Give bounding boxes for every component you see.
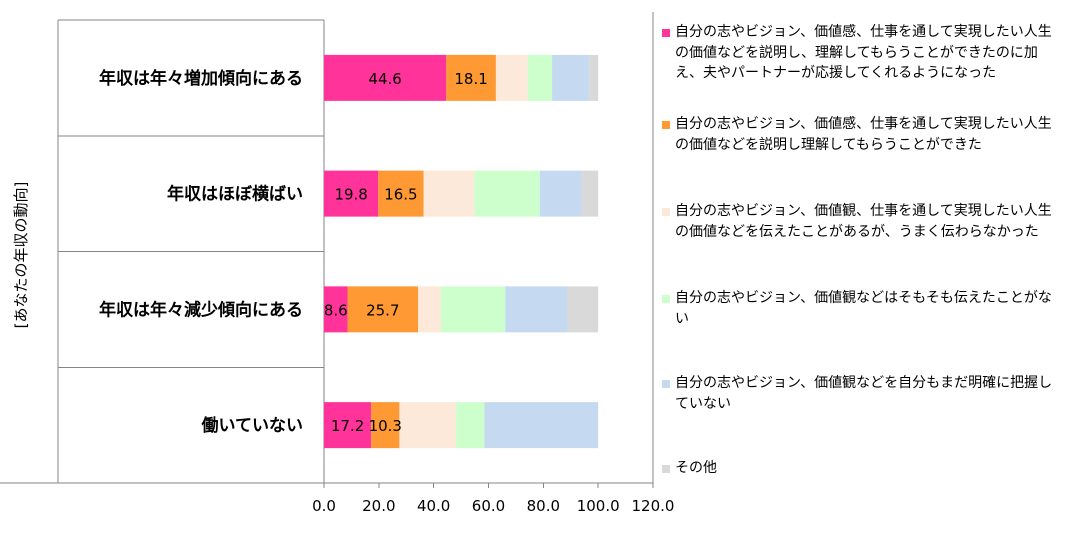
bar-segment [371,402,400,449]
x-tick-label: 60.0 [472,497,505,515]
data-label: 18.1 [454,70,487,88]
legend-item: 自分の志やビジョン、価値観などはそもそも伝えたことがない [662,288,1057,329]
bar-segment [581,170,599,217]
bar-segment [539,170,582,217]
x-tick-label: 40.0 [417,497,450,515]
bar-segment [399,402,457,449]
data-label: 16.5 [384,186,417,204]
bar-segment [484,402,599,449]
x-tick-label: 80.0 [527,497,560,515]
bar-segment [474,170,540,217]
legend-label: 自分の志やビジョン、価値感、仕事を通して実現したい人生の価値などを説明し、理解し… [675,24,1052,81]
x-tick-label: 120.0 [632,497,675,515]
legend-swatch [662,380,670,388]
legend-item: 自分の志やビジョン、価値観などを自分もまだ明確に把握していない [662,373,1057,414]
data-label: 19.8 [334,186,367,204]
bar-segment [347,286,419,333]
y-axis-title: [あなたの年収の動向] [12,182,30,329]
category-label: 年収は年々増加傾向にある [99,68,303,89]
legend-item: その他 [662,458,1057,479]
bar-segment [423,170,475,217]
bar-labels-layer: 44.6 18.1 19.8 16.5 8.6 25.7 17.2 10.3 [324,70,488,435]
bar-segment [446,54,496,101]
bar-segment [324,402,372,449]
legend-swatch [662,295,670,303]
bar-segment [588,54,599,101]
bar-segment [418,286,442,333]
data-label: 17.2 [331,417,364,435]
category-label: 働いていない [201,415,304,436]
category-label: 年収はほぼ横ばい [167,184,303,205]
bar-segment [495,54,528,101]
bar-segment [324,54,447,101]
legend-label: 自分の志やビジョン、価値感、仕事を通して実現したい人生の価値などを説明し理解して… [675,116,1052,153]
chart-frame [0,12,654,484]
bars-layer [324,54,599,449]
legend-item: 自分の志やビジョン、価値観、仕事を通して実現したい人生の価値などを伝えたことがあ… [662,201,1057,242]
bar-segment [324,170,379,217]
bar-segment [567,286,599,333]
x-axis: 0.0 20.0 40.0 60.0 80.0 100.0 120.0 [312,483,674,515]
legend-item: 自分の志やビジョン、価値感、仕事を通して実現したい人生の価値などを説明し、理解し… [662,22,1057,84]
category-label: 年収は年々減少傾向にある [99,299,303,320]
data-label: 44.6 [368,70,401,88]
legend-swatch [662,465,670,473]
bar-segment [456,402,485,449]
legend-item: 自分の志やビジョン、価値感、仕事を通して実現したい人生の価値などを説明し理解して… [662,114,1057,155]
legend-swatch [662,208,670,216]
legend-label: その他 [675,460,717,476]
legend-label: 自分の志やビジョン、価値観などを自分もまだ明確に把握していない [675,375,1053,412]
legend-swatch [662,29,670,37]
legend: 自分の志やビジョン、価値感、仕事を通して実現したい人生の価値などを説明し、理解し… [652,0,1080,535]
bar-segment [527,54,553,101]
data-label: 8.6 [324,301,348,319]
legend-label: 自分の志やビジョン、価値観、仕事を通して実現したい人生の価値などを伝えたことがあ… [675,203,1052,240]
bar-segment [505,286,568,333]
bar-segment [324,286,348,333]
legend-swatch [662,121,670,129]
bar-segment [378,170,424,217]
bar-segment [552,54,589,101]
data-label: 25.7 [366,301,399,319]
legend-label: 自分の志やビジョン、価値観などはそもそも伝えたことがない [675,290,1052,327]
x-tick-label: 100.0 [577,497,620,515]
x-tick-label: 0.0 [312,497,336,515]
bar-segment [441,286,506,333]
data-label: 10.3 [369,417,402,435]
x-tick-label: 20.0 [362,497,395,515]
